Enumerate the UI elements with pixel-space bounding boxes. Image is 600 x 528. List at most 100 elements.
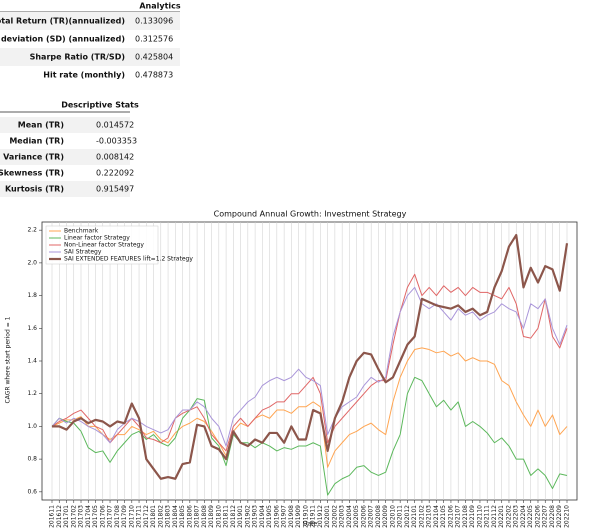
y-tick-label: 1.8 — [27, 292, 37, 299]
x-tick-label: 202106 — [447, 505, 454, 528]
x-tick-label: 201911 — [310, 505, 317, 528]
legend-box — [45, 225, 159, 265]
x-tick-label: 202004 — [346, 505, 353, 528]
x-tick-label: 202010 — [389, 505, 396, 528]
x-tick-label: 202107 — [455, 505, 462, 528]
row-stripe — [0, 12, 180, 30]
y-tick-label: 1.0 — [27, 423, 37, 430]
x-tick-label: 201712 — [143, 505, 150, 528]
x-tick-label: 202009 — [382, 505, 389, 528]
x-axis-label: Date — [303, 521, 318, 528]
x-tick-label: 202209 — [556, 505, 563, 528]
x-tick-label: 201807 — [194, 505, 201, 528]
row-value: 0.478873 — [135, 71, 173, 80]
x-tick-label: 202104 — [433, 505, 440, 528]
series-line — [51, 273, 568, 452]
x-tick-label: 202105 — [440, 505, 447, 528]
row-label: Hit rate (monthly) — [43, 71, 125, 80]
legend-label: SAI EXTENDED FEATURES lift=1.2 Strategy — [64, 256, 193, 263]
x-tick-label: 201912 — [317, 505, 324, 528]
x-tick-label: 201902 — [244, 505, 251, 528]
row-label: Mean (TR) — [18, 121, 64, 130]
y-tick-label: 2.0 — [27, 259, 37, 266]
x-tick-label: 202110 — [476, 505, 483, 528]
x-tick-label: 201904 — [259, 505, 266, 528]
x-tick-label: 201702 — [70, 505, 77, 528]
row-stripe — [0, 181, 130, 197]
x-tick-label: 201906 — [273, 505, 280, 528]
x-tick-label: 202101 — [411, 505, 418, 528]
x-tick-label: 201806 — [186, 505, 193, 528]
x-tick-label: 202206 — [534, 505, 541, 528]
series-line — [52, 233, 569, 480]
x-tick-label: 202202 — [505, 505, 512, 528]
y-tick-label: 1.4 — [27, 358, 37, 365]
x-tick-label: 201708 — [114, 505, 121, 528]
row-label: Median (TR) — [9, 137, 64, 146]
y-tick-label: 0.8 — [27, 456, 37, 463]
y-axis-label: CAGR where start period = 1 — [5, 316, 12, 403]
x-tick-label: 201611 — [49, 505, 56, 528]
legend-label: SAI Strategy — [64, 249, 102, 256]
x-tick-label: 202108 — [462, 505, 469, 528]
x-tick-label: 202112 — [491, 505, 498, 528]
x-tick-label: 201811 — [223, 505, 230, 528]
x-tick-label: 201706 — [99, 505, 106, 528]
x-tick-label: 201711 — [136, 505, 143, 528]
x-tick-label: 201812 — [230, 505, 237, 528]
row-value: 0.133096 — [135, 17, 173, 26]
x-tick-label: 201803 — [165, 505, 172, 528]
legend-label: Linear factor Strategy — [64, 235, 130, 242]
x-tick-label: 202103 — [426, 505, 433, 528]
x-tick-label: 202210 — [564, 505, 571, 528]
x-tick-label: 202102 — [418, 505, 425, 528]
row-stripe — [0, 48, 180, 66]
x-tick-label: 201903 — [252, 505, 259, 528]
x-tick-label: 202205 — [527, 505, 534, 528]
x-tick-label: 202111 — [484, 505, 491, 528]
row-label: Standard deviation (SD) (annualized) — [0, 35, 125, 44]
chart-title: Compound Annual Growth: Investment Strat… — [214, 210, 407, 219]
legend-label: Non-Linear factor Strategy — [64, 242, 144, 249]
x-tick-label: 201612 — [56, 505, 63, 528]
x-tick-label: 201805 — [179, 505, 186, 528]
row-stripe — [0, 149, 130, 165]
y-tick-label: 1.6 — [27, 325, 37, 332]
row-value: 0.222092 — [96, 169, 134, 178]
x-tick-label: 201802 — [157, 505, 164, 528]
x-tick-label: 201809 — [208, 505, 215, 528]
x-tick-label: 202203 — [513, 505, 520, 528]
row-label: Variance (TR) — [3, 153, 64, 162]
x-tick-label: 201704 — [85, 505, 92, 528]
row-label: Kurtosis (TR) — [5, 185, 64, 194]
x-tick-label: 201804 — [172, 505, 179, 528]
legend-label: Benchmark — [64, 228, 99, 235]
x-tick-label: 201905 — [266, 505, 273, 528]
x-tick-label: 202006 — [360, 505, 367, 528]
y-tick-label: 0.6 — [27, 488, 37, 495]
x-tick-label: 202201 — [498, 505, 505, 528]
row-label: Skewness (TR) — [0, 169, 64, 178]
x-tick-label: 201810 — [215, 505, 222, 528]
analytics-table: Analytics Total Return (TR)(annualized) 0.… — [0, 2, 181, 80]
row-stripe — [0, 117, 130, 133]
row-label: Sharpe Ratio (TR/SD) — [30, 53, 125, 62]
x-tick-label: 201701 — [63, 505, 70, 528]
x-tick-label: 202011 — [397, 505, 404, 528]
x-tick-label: 202007 — [368, 505, 375, 528]
row-value: 0.014572 — [96, 121, 134, 130]
row-value: 0.312576 — [135, 35, 173, 44]
x-tick-label: 202001 — [324, 505, 331, 528]
series-line — [51, 347, 568, 468]
x-tick-label: 202003 — [339, 505, 346, 528]
x-tick-label: 201908 — [288, 505, 295, 528]
x-tick-label: 202005 — [353, 505, 360, 528]
x-tick-label: 201801 — [150, 505, 157, 528]
table-title: Descriptive Stats — [61, 101, 139, 110]
x-tick-label: 202204 — [520, 505, 527, 528]
x-tick-label: 201901 — [237, 505, 244, 528]
x-tick-label: 202002 — [331, 505, 338, 528]
x-tick-label: 201910 — [302, 505, 309, 528]
x-tick-label: 201707 — [107, 505, 114, 528]
